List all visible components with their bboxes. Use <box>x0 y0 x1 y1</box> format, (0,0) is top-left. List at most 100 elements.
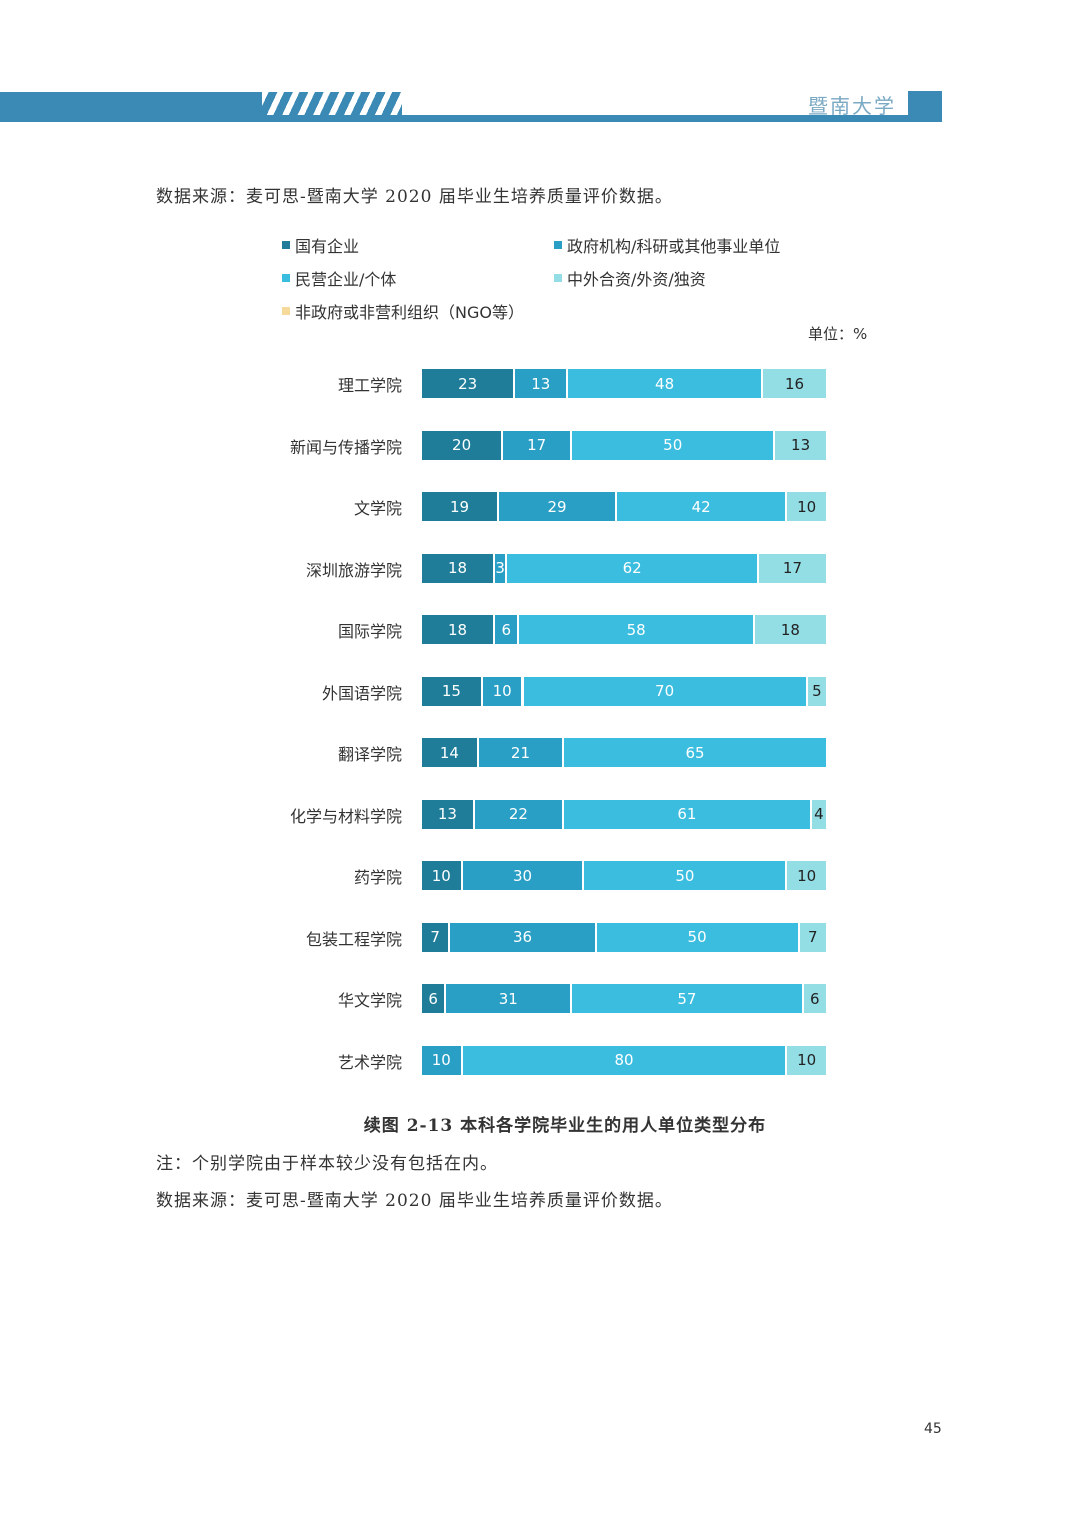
data-label: 13 <box>437 805 457 823</box>
bar-segment: 61 <box>564 799 812 829</box>
bar-segment: 65 <box>564 738 828 767</box>
data-label: 13 <box>531 374 551 393</box>
data-label: 15 <box>441 682 461 700</box>
bar-segment: 7 <box>422 922 451 952</box>
bar-segment: 36 <box>450 922 597 952</box>
data-label: 4 <box>814 805 824 823</box>
data-label: 17 <box>782 559 803 577</box>
data-label: 7 <box>808 928 818 946</box>
bar-segment: 21 <box>478 738 565 767</box>
header-line <box>0 115 942 122</box>
bar-segment: 13 <box>422 799 475 829</box>
data-label: 10 <box>492 682 512 700</box>
bar-segment: 6 <box>803 984 828 1013</box>
data-label: 10 <box>797 866 817 885</box>
header-title: 暨南大学 <box>808 94 896 118</box>
data-label: 61 <box>677 805 697 823</box>
category-label: 化学与材料学院 <box>289 806 402 826</box>
bar-segment: 10 <box>787 861 828 890</box>
bar-segment: 10 <box>787 1045 828 1075</box>
bar-segment: 4 <box>811 799 828 829</box>
data-label: 65 <box>685 743 705 762</box>
data-label: 42 <box>691 497 711 516</box>
bar-segment: 31 <box>446 984 573 1013</box>
bar-segment: 23 <box>422 369 516 398</box>
bar-segment: 80 <box>462 1045 788 1075</box>
category-label: 华文学院 <box>337 991 402 1010</box>
bar-segment: 5 <box>807 676 828 706</box>
source-note-top: 数据来源：麦可思-暨南大学 2020 届毕业生培养质量评价数据。 <box>156 187 673 207</box>
category-label: 翻译学院 <box>337 745 402 764</box>
data-label: 50 <box>675 866 695 885</box>
legend-label: 民营企业/个体 <box>295 270 397 289</box>
data-label: 6 <box>428 989 438 1008</box>
bar-segment: 18 <box>422 615 496 644</box>
data-label: 13 <box>791 436 811 454</box>
bar-segment: 50 <box>572 430 776 460</box>
legend-item: 民营企业/个体 <box>282 266 396 290</box>
data-label: 6 <box>501 620 512 639</box>
category-label: 理工学院 <box>337 376 402 395</box>
data-label: 10 <box>431 866 451 885</box>
footnote: 注：个别学院由于样本较少没有包括在内。 <box>156 1154 498 1174</box>
bar-segment: 50 <box>596 922 800 952</box>
data-label: 22 <box>508 805 528 823</box>
data-label: 36 <box>512 928 533 946</box>
category-label: 药学院 <box>353 868 402 887</box>
category-label: 艺术学院 <box>337 1052 402 1072</box>
legend-swatch <box>282 274 290 282</box>
bar-segment: 10 <box>482 676 524 706</box>
figure-caption: 续图 2-13 本科各学院毕业生的用人单位类型分布 <box>363 1116 767 1136</box>
data-label: 5 <box>812 682 822 700</box>
data-label: 18 <box>447 559 468 577</box>
bar-segment: 17 <box>503 430 573 460</box>
data-label: 23 <box>458 374 478 393</box>
legend-swatch <box>554 274 562 282</box>
data-label: 30 <box>512 866 533 885</box>
category-label: 文学院 <box>353 499 402 518</box>
legend-label: 国有企业 <box>295 237 360 256</box>
data-label: 70 <box>655 682 675 700</box>
bar-segment: 19 <box>422 492 500 521</box>
legend-label: 政府机构/科研或其他事业单位 <box>567 237 781 256</box>
bar-segment: 70 <box>523 676 808 706</box>
bar-segment: 42 <box>616 492 788 521</box>
data-label: 57 <box>677 989 697 1008</box>
data-label: 10 <box>797 497 817 516</box>
bar-segment: 30 <box>462 861 585 890</box>
data-label: 20 <box>452 436 472 454</box>
data-label: 17 <box>527 436 547 454</box>
data-label: 62 <box>622 559 642 577</box>
bar-segment: 18 <box>754 615 828 644</box>
legend-item: 中外合资/外资/独资 <box>554 266 706 290</box>
bar-segment: 50 <box>584 861 788 890</box>
legend-label: 非政府或非营利组织（NGO等） <box>295 303 524 322</box>
bar-segment: 58 <box>519 615 755 644</box>
data-label: 10 <box>431 1051 451 1069</box>
unit-label: 单位：% <box>808 325 868 343</box>
bar-segment: 7 <box>799 922 828 952</box>
data-label: 16 <box>784 374 805 393</box>
category-label: 包装工程学院 <box>305 929 402 949</box>
legend-item: 非政府或非营利组织（NGO等） <box>282 299 524 323</box>
category-label: 深圳旅游学院 <box>305 560 402 580</box>
data-label: 14 <box>439 743 459 762</box>
data-label: 29 <box>547 497 567 516</box>
bar-segment: 22 <box>474 799 565 829</box>
category-label: 外国语学院 <box>321 683 402 703</box>
source-note-bottom: 数据来源：麦可思-暨南大学 2020 届毕业生培养质量评价数据。 <box>156 1191 673 1211</box>
data-label: 19 <box>450 497 470 516</box>
data-label: 31 <box>498 989 518 1008</box>
bar-segment: 29 <box>499 492 617 521</box>
bar-segment: 17 <box>758 553 828 583</box>
legend-item: 国有企业 <box>282 233 359 257</box>
data-label: 58 <box>626 620 646 639</box>
legend-item: 政府机构/科研或其他事业单位 <box>554 233 780 257</box>
data-label: 50 <box>663 436 683 454</box>
bar-segment: 15 <box>422 676 483 706</box>
bar-segment: 16 <box>763 369 828 398</box>
bar-segment: 6 <box>422 984 447 1013</box>
header-box <box>908 91 942 122</box>
data-label: 21 <box>510 743 530 762</box>
